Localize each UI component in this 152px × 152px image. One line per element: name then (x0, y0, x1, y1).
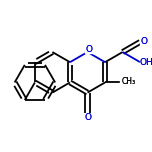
Text: O: O (140, 36, 147, 45)
Text: O: O (86, 45, 93, 54)
Bar (85, 46, 93, 53)
Bar (83, 114, 92, 121)
Text: CH₃: CH₃ (122, 77, 136, 86)
Text: OH: OH (140, 58, 152, 67)
Text: O: O (140, 36, 147, 45)
Bar (140, 59, 152, 66)
Bar (120, 78, 137, 85)
Text: O: O (84, 113, 91, 122)
Bar (140, 37, 148, 45)
Text: OH: OH (140, 58, 152, 67)
Text: CH₃: CH₃ (122, 77, 136, 86)
Text: O: O (84, 113, 91, 122)
Text: O: O (86, 45, 93, 54)
